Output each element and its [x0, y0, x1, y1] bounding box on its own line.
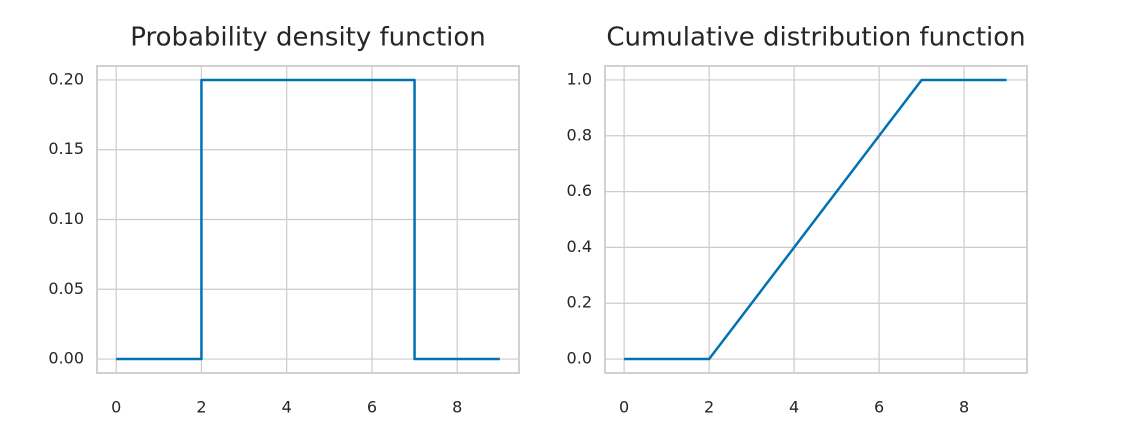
x-tick-label: 2 [704, 398, 714, 417]
chart-title: Probability density function [130, 23, 486, 53]
chart-title: Cumulative distribution function [606, 23, 1025, 53]
x-tick-label: 0 [111, 398, 121, 417]
y-tick-label: 0.15 [48, 139, 84, 158]
y-tick-label: 0.05 [48, 279, 84, 298]
x-tick-label: 6 [874, 398, 884, 417]
y-tick-label: 0.8 [567, 125, 592, 144]
y-tick-label: 0.0 [567, 349, 592, 368]
y-tick-label: 0.00 [48, 349, 84, 368]
x-tick-label: 2 [196, 398, 206, 417]
y-tick-label: 0.2 [567, 293, 592, 312]
x-tick-label: 0 [619, 398, 629, 417]
x-tick-label: 4 [789, 398, 799, 417]
axes-frame [96, 65, 520, 374]
y-tick-label: 1.0 [567, 69, 592, 88]
y-tick-label: 0.4 [567, 237, 592, 256]
x-tick-label: 4 [282, 398, 292, 417]
axes-frame [604, 65, 1028, 374]
line [624, 78, 1007, 361]
y-tick-label: 0.10 [48, 209, 84, 228]
x-tick-label: 8 [959, 398, 969, 417]
y-tick-label: 0.6 [567, 181, 592, 200]
x-tick-label: 8 [452, 398, 462, 417]
x-tick-label: 6 [367, 398, 377, 417]
line [116, 78, 500, 361]
y-tick-label: 0.20 [48, 69, 84, 88]
